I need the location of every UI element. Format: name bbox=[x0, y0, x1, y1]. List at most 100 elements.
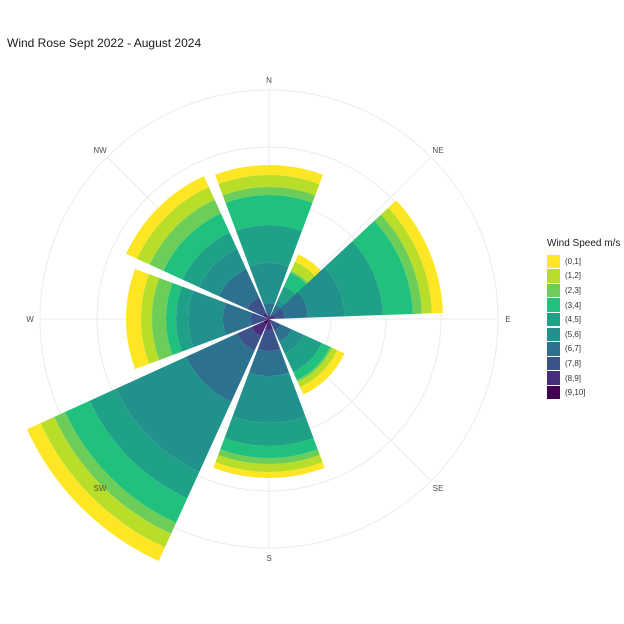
legend-item-5-6: (5,6] bbox=[547, 327, 620, 342]
wedge-s-9-10 bbox=[267, 319, 271, 323]
wedge-w-1-2 bbox=[141, 274, 160, 364]
legend-title: Wind Speed m/s bbox=[547, 238, 621, 249]
legend-item-2-3: (2,3] bbox=[547, 283, 620, 298]
wedge-e-2-3 bbox=[374, 214, 422, 314]
wedge-nw-0-1 bbox=[126, 176, 209, 259]
legend-label: (4,5] bbox=[565, 315, 582, 325]
direction-label-sw: SW bbox=[94, 484, 107, 493]
wedge-n-5-6 bbox=[249, 263, 289, 305]
wedge-se-1-2 bbox=[297, 347, 338, 388]
legend-label: (5,6] bbox=[565, 329, 582, 339]
direction-label-s: S bbox=[266, 554, 271, 563]
wedge-e-1-2 bbox=[380, 207, 432, 314]
wedge-e-8-9 bbox=[270, 314, 275, 319]
wedge-se-7-8 bbox=[270, 320, 281, 331]
wedge-s-6-7 bbox=[249, 348, 289, 376]
wedge-ne-6-7 bbox=[271, 304, 284, 317]
legend-swatch bbox=[547, 385, 560, 400]
wedge-e-9-10 bbox=[269, 317, 271, 319]
legend-item-3-4: (3,4] bbox=[547, 298, 620, 313]
wedge-s-3-4 bbox=[220, 437, 318, 458]
wedge-w-8-9 bbox=[266, 317, 269, 321]
wedge-se-3-4 bbox=[293, 343, 330, 380]
legend-item-6-7: (6,7] bbox=[547, 342, 620, 357]
legend-swatch bbox=[547, 371, 560, 385]
wedge-n-9-10 bbox=[268, 317, 270, 319]
wedge-n-2-3 bbox=[222, 186, 316, 203]
wedge-sw-9-10 bbox=[263, 319, 269, 325]
legend-label: (7,8] bbox=[565, 358, 582, 368]
wedge-sw-5-6 bbox=[116, 356, 232, 472]
wedge-nw-6-7 bbox=[218, 268, 260, 310]
wedge-nw-8-9 bbox=[262, 312, 269, 319]
wedge-s-7-8 bbox=[257, 329, 281, 351]
wedge-e-3-4 bbox=[352, 220, 413, 316]
wedge-sw-1-2 bbox=[40, 416, 172, 548]
wedge-e-0-1 bbox=[388, 200, 443, 314]
wedge-s-2-3 bbox=[218, 449, 320, 464]
wedge-sw-3-4 bbox=[65, 400, 188, 523]
wedge-ne-9-10 bbox=[269, 318, 270, 319]
wedge-sw-4-5 bbox=[89, 388, 200, 499]
legend-swatch bbox=[547, 327, 560, 341]
legend-item-1-2: (1,2] bbox=[547, 269, 620, 284]
wedge-sw-6-7 bbox=[186, 333, 255, 402]
wedge-s-4-5 bbox=[224, 416, 314, 446]
wedge-nw-2-3 bbox=[149, 199, 221, 271]
wedge-se-6-7 bbox=[274, 324, 292, 342]
legend-item-9-10: (9,10] bbox=[547, 385, 620, 400]
wedge-se-5-6 bbox=[279, 329, 304, 354]
wedge-sw-8-9 bbox=[251, 321, 267, 337]
wedge-w-6-7 bbox=[223, 302, 253, 336]
wedge-n-1-2 bbox=[218, 175, 320, 196]
direction-label-n: N bbox=[266, 76, 272, 85]
legend: Wind Speed m/s (0,1] (1,2] (2,3] (3,4] (4,5]… bbox=[547, 238, 620, 400]
wedge-w-5-6 bbox=[187, 290, 226, 348]
wedge-w-7-8 bbox=[251, 312, 267, 326]
wedge-n-3-4 bbox=[225, 194, 313, 231]
wedge-sw-0-1 bbox=[26, 423, 165, 562]
wedge-e-4-5 bbox=[324, 241, 383, 317]
wedge-n-0-1 bbox=[215, 165, 323, 185]
wedge-w-2-3 bbox=[151, 278, 173, 360]
legend-label: (2,3] bbox=[565, 285, 582, 295]
legend-swatch bbox=[547, 342, 560, 356]
legend-swatch bbox=[547, 312, 560, 327]
legend-item-0-1: (0,1] bbox=[547, 254, 620, 269]
wedge-s-8-9 bbox=[265, 321, 273, 331]
legend-item-7-8: (7,8] bbox=[547, 356, 620, 371]
wedge-sw-7-8 bbox=[237, 326, 262, 351]
legend-label: (0,1] bbox=[565, 256, 582, 266]
wedge-n-6-7 bbox=[263, 302, 275, 315]
wedge-nw-9-10 bbox=[267, 317, 269, 319]
wedge-w-4-5 bbox=[176, 286, 194, 352]
wedge-n-4-5 bbox=[236, 224, 302, 267]
wind-rose-wedges bbox=[26, 165, 443, 562]
direction-label-ne: NE bbox=[432, 146, 443, 155]
legend-label: (1,2] bbox=[565, 271, 582, 281]
wedge-nw-7-8 bbox=[247, 297, 267, 317]
wedge-s-1-2 bbox=[215, 454, 323, 472]
wedge-nw-3-4 bbox=[163, 213, 230, 280]
legend-item-8-9: (8,9] bbox=[547, 371, 620, 386]
legend-swatch bbox=[547, 356, 560, 371]
wedge-w-3-4 bbox=[166, 282, 182, 356]
wedge-w-0-1 bbox=[126, 268, 150, 370]
direction-labels: N NE E SE S SW W NW bbox=[26, 76, 510, 563]
wedge-e-7-8 bbox=[273, 308, 285, 319]
direction-label-e: E bbox=[505, 315, 510, 324]
wedge-se-2-3 bbox=[296, 346, 332, 382]
direction-label-w: W bbox=[26, 315, 34, 324]
wedge-w-9-10 bbox=[268, 318, 269, 320]
wedge-se-9-10 bbox=[269, 319, 270, 320]
legend-swatch bbox=[547, 283, 560, 298]
wedge-n-7-8 bbox=[267, 314, 271, 317]
legend-label: (9,10] bbox=[565, 388, 586, 398]
wedge-sw-2-3 bbox=[54, 411, 177, 534]
wedge-s-0-1 bbox=[213, 462, 325, 478]
chart-title: Wind Rose Sept 2022 - August 2024 bbox=[7, 36, 202, 50]
wedge-se-4-5 bbox=[284, 334, 322, 372]
wedge-n-8-9 bbox=[267, 315, 271, 319]
legend-label: (8,9] bbox=[565, 373, 582, 383]
